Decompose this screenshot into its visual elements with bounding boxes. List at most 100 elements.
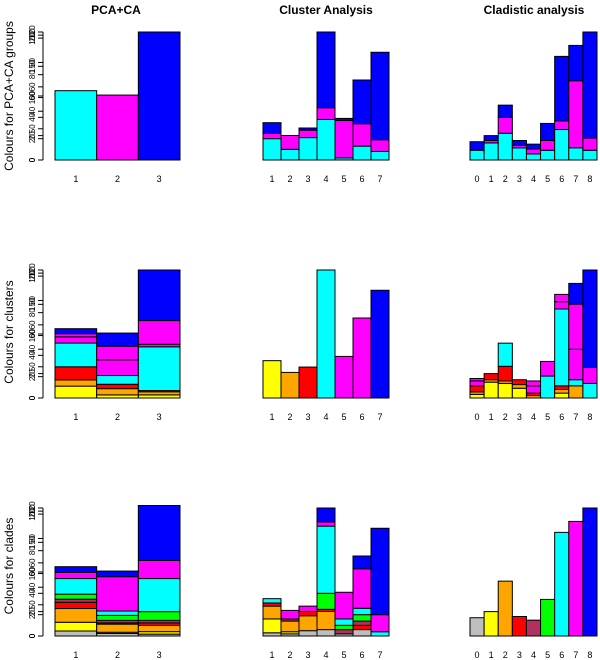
x-tick-label: 1 — [269, 174, 274, 184]
bar-segment — [352, 614, 372, 622]
y-tick-label: 200 — [28, 504, 37, 518]
bar-segment — [334, 629, 354, 635]
x-tick-label: 5 — [545, 174, 550, 184]
bar-segment — [568, 44, 584, 82]
bar-segment — [511, 615, 527, 637]
bar-segment — [334, 618, 354, 626]
x-tick-label: 5 — [341, 650, 346, 660]
bar-segment — [280, 620, 300, 633]
y-tick-label: 60 — [28, 558, 37, 567]
bar-segment — [280, 134, 300, 150]
bar-segment — [540, 375, 556, 399]
bar-segment — [525, 385, 542, 394]
y-tick-label: 20 — [28, 610, 37, 619]
bar-segment — [352, 607, 372, 616]
bar-segment — [483, 611, 499, 637]
bar-segment — [469, 385, 485, 393]
bar-segment — [137, 31, 181, 161]
bar-segment — [370, 289, 390, 399]
y-tick-label: 60 — [28, 567, 37, 576]
x-tick-label: 0 — [475, 174, 480, 184]
bar-segment — [582, 31, 598, 139]
bar-segment — [137, 505, 181, 561]
bar-segment — [568, 385, 584, 399]
chart-cluster-cluster: 0 20 40 60 80 120 1 2 3 4 5 6 7 — [28, 263, 390, 422]
chart-pca-clade: 0 50 100 150 200 1 2 3 — [28, 504, 181, 660]
x-tick-label: 8 — [587, 650, 592, 660]
y-tick-label: 80 — [28, 70, 37, 79]
bar-segment — [352, 555, 372, 570]
bar-segment — [298, 605, 318, 612]
x-tick-label: 4 — [323, 412, 328, 422]
chart-pca-pca: 0 50 100 150 200 1 2 3 — [28, 28, 181, 184]
bar-segment — [352, 568, 372, 609]
bar-segment — [352, 79, 372, 125]
y-tick-label: 0 — [28, 395, 37, 400]
bar-segment — [525, 148, 542, 155]
bar-segment — [497, 382, 513, 399]
x-tick-label: 3 — [157, 174, 162, 184]
x-tick-label: 7 — [573, 412, 578, 422]
bar-segment — [96, 359, 139, 377]
column-title-cladistic: Cladistic analysis — [484, 3, 585, 17]
x-tick-label: 1 — [489, 412, 494, 422]
bar-segment — [54, 566, 98, 573]
bar-segment — [316, 118, 336, 161]
x-tick-label: 1 — [73, 650, 78, 660]
y-tick-label: 150 — [28, 535, 37, 549]
bar-segment — [96, 610, 139, 616]
bar-segment — [568, 282, 584, 305]
x-tick-label: 2 — [287, 412, 292, 422]
bar-segment — [54, 328, 98, 335]
y-tick-label: 50 — [28, 362, 37, 371]
x-tick-label: 6 — [559, 412, 564, 422]
x-tick-label: 7 — [573, 174, 578, 184]
y-tick-label: 40 — [28, 106, 37, 115]
bar-segment — [96, 576, 139, 612]
bar-segment — [568, 348, 584, 381]
bar-segment — [262, 598, 282, 604]
bar-segment — [280, 609, 300, 620]
x-tick-label: 5 — [545, 650, 550, 660]
bar-segment — [298, 127, 318, 131]
y-tick-label: 120 — [28, 263, 37, 277]
x-tick-label: 3 — [517, 650, 522, 660]
bar-segment — [54, 601, 98, 610]
x-tick-label: 7 — [377, 412, 382, 422]
x-tick-label: 1 — [489, 174, 494, 184]
bar-segment — [525, 143, 542, 150]
bar-segment — [54, 621, 98, 632]
x-tick-label: 8 — [587, 174, 592, 184]
bar-segment — [280, 371, 300, 399]
bar-segment — [54, 90, 98, 161]
bar-segment — [554, 385, 570, 390]
bar-segment — [511, 139, 527, 146]
bar-segment — [54, 593, 98, 600]
x-tick-label: 4 — [323, 174, 328, 184]
bar-segment — [554, 531, 570, 637]
bar-segment — [497, 365, 513, 382]
bar-segment — [497, 580, 513, 637]
y-tick-label: 200 — [28, 266, 37, 280]
bar-segment — [352, 123, 372, 147]
bar-segment — [54, 336, 98, 344]
x-tick-label: 6 — [359, 412, 364, 422]
bar-segment — [334, 624, 354, 631]
x-tick-label: 2 — [503, 174, 508, 184]
bar-segment — [483, 381, 499, 399]
y-tick-label: 0 — [28, 633, 37, 638]
y-tick-label: 60 — [28, 82, 37, 91]
y-tick-label: 20 — [28, 369, 37, 378]
bar-segment — [298, 615, 318, 632]
bar-segment — [137, 624, 181, 633]
x-tick-label: 4 — [323, 650, 328, 660]
bar-segment — [497, 104, 513, 118]
x-tick-label: 1 — [73, 174, 78, 184]
bar-segment — [511, 387, 527, 399]
x-tick-label: 2 — [503, 650, 508, 660]
bar-segment — [316, 269, 336, 399]
y-tick-label: 80 — [28, 546, 37, 555]
bar-segment — [469, 617, 485, 637]
